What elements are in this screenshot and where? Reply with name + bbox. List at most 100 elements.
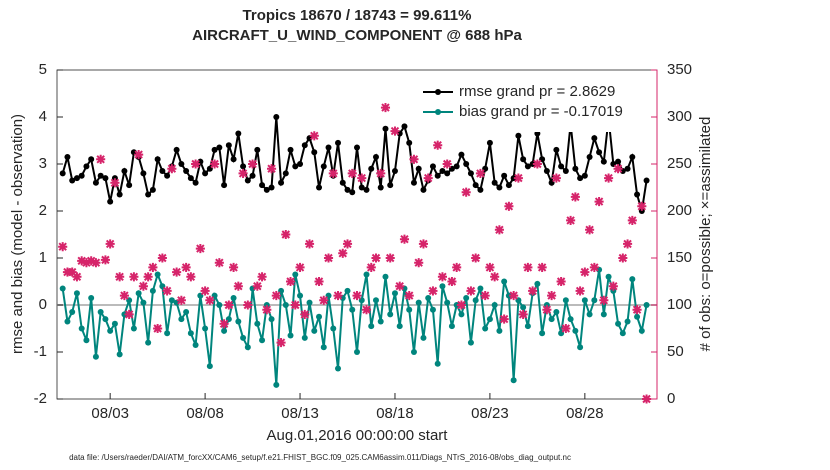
count-marker bbox=[276, 338, 286, 348]
series-point bbox=[116, 351, 123, 358]
series-point bbox=[567, 316, 574, 323]
count-marker bbox=[338, 248, 348, 258]
count-marker bbox=[191, 159, 201, 169]
count-marker bbox=[162, 286, 172, 296]
series-point bbox=[244, 344, 251, 351]
series-point bbox=[501, 172, 508, 179]
series-point bbox=[107, 327, 114, 334]
count-marker bbox=[110, 178, 120, 188]
series-point bbox=[202, 325, 209, 332]
series-point bbox=[634, 313, 641, 320]
count-marker bbox=[547, 291, 557, 301]
count-marker bbox=[186, 272, 196, 282]
series-point bbox=[259, 337, 266, 344]
count-marker bbox=[167, 164, 177, 174]
count-marker bbox=[395, 281, 405, 291]
count-marker bbox=[371, 253, 381, 263]
series-point bbox=[496, 184, 503, 191]
series-point bbox=[320, 344, 327, 351]
count-marker bbox=[409, 154, 419, 164]
series-point bbox=[273, 114, 280, 120]
series-point bbox=[629, 276, 636, 283]
count-marker bbox=[466, 286, 476, 296]
series-point bbox=[581, 172, 588, 179]
count-marker bbox=[632, 305, 642, 315]
legend-marker bbox=[435, 89, 441, 95]
y-tick-label: 0 bbox=[39, 296, 47, 313]
series-point bbox=[410, 179, 417, 186]
series-point bbox=[629, 153, 636, 160]
series-point bbox=[92, 353, 99, 360]
count-marker bbox=[115, 272, 125, 282]
series-point bbox=[619, 330, 626, 337]
series-point bbox=[354, 349, 360, 355]
series-point bbox=[577, 175, 584, 182]
series-point bbox=[586, 153, 593, 160]
series-point bbox=[624, 165, 631, 172]
series-point bbox=[505, 292, 512, 299]
legend-marker bbox=[435, 109, 441, 115]
series-point bbox=[178, 161, 185, 167]
series-point bbox=[254, 320, 261, 327]
y2-tick-label: 100 bbox=[667, 296, 692, 313]
series-point bbox=[107, 198, 114, 205]
series-point bbox=[539, 330, 546, 337]
series-point bbox=[202, 170, 209, 177]
series-point bbox=[463, 161, 470, 167]
series-point bbox=[244, 177, 251, 184]
count-marker bbox=[229, 262, 239, 272]
count-marker bbox=[58, 242, 68, 252]
series-point bbox=[301, 142, 308, 149]
series-point bbox=[596, 149, 603, 156]
count-marker bbox=[423, 173, 433, 183]
series-point bbox=[586, 311, 593, 318]
x-tick-label: 08/18 bbox=[376, 405, 414, 422]
count-marker bbox=[214, 258, 224, 268]
series-point bbox=[187, 330, 194, 337]
count-marker bbox=[138, 281, 148, 291]
series-point bbox=[102, 175, 109, 182]
series-point bbox=[311, 149, 318, 156]
count-marker bbox=[556, 276, 566, 287]
series-point bbox=[173, 146, 180, 153]
series-point bbox=[643, 177, 650, 184]
series-point bbox=[524, 163, 531, 170]
series-point bbox=[354, 144, 360, 151]
series-point bbox=[59, 170, 66, 177]
x-tick-label: 08/08 bbox=[186, 405, 224, 422]
series-point bbox=[501, 278, 508, 285]
series-point bbox=[553, 146, 560, 153]
legend-label: bias grand pr = -0.17019 bbox=[459, 103, 623, 120]
count-marker bbox=[181, 262, 191, 272]
series-point bbox=[382, 125, 389, 132]
series-point bbox=[472, 297, 479, 304]
series-point bbox=[410, 349, 417, 355]
count-marker bbox=[480, 291, 490, 301]
y2-axis-label: # of obs: o=possible; ×=assimilated bbox=[697, 117, 714, 352]
series-point bbox=[183, 168, 190, 175]
series-point bbox=[391, 168, 398, 175]
count-marker bbox=[618, 253, 628, 263]
count-marker bbox=[376, 168, 386, 178]
x-tick-label: 08/23 bbox=[471, 405, 509, 422]
y-tick-label: 4 bbox=[39, 108, 47, 125]
count-marker bbox=[328, 168, 338, 178]
count-marker bbox=[623, 239, 633, 249]
series-point bbox=[216, 302, 223, 308]
series-point bbox=[268, 316, 275, 323]
y-axis-label: rmse and bias (model - observation) bbox=[9, 114, 26, 354]
count-marker bbox=[452, 262, 462, 272]
count-marker bbox=[176, 295, 186, 305]
count-marker bbox=[537, 262, 547, 272]
series-point bbox=[401, 123, 408, 130]
count-marker bbox=[551, 173, 561, 183]
series-point bbox=[339, 179, 346, 186]
series-point bbox=[268, 184, 275, 191]
series-point bbox=[311, 327, 318, 334]
series-point bbox=[406, 306, 413, 313]
x-tick-label: 08/28 bbox=[566, 405, 604, 422]
count-marker bbox=[119, 291, 129, 301]
series-point bbox=[235, 318, 242, 325]
count-marker bbox=[72, 272, 82, 282]
count-marker bbox=[637, 201, 647, 211]
